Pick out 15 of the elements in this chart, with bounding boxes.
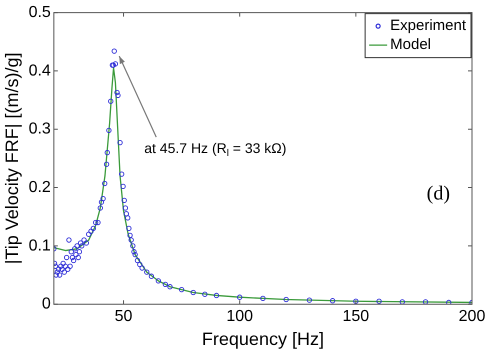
legend-label: Model xyxy=(390,36,431,54)
x-axis-title: Frequency [Hz] xyxy=(202,329,324,350)
x-tick-label: 50 xyxy=(114,308,133,326)
y-axis-title: |Tip Velocity FRF| [(m/s)/g] xyxy=(2,52,22,264)
y-tick-label: 0.3 xyxy=(28,120,51,138)
y-tick-label: 0.2 xyxy=(28,178,51,196)
y-tick-label: 0.5 xyxy=(28,4,51,22)
x-tick-label: 100 xyxy=(226,308,254,326)
x-tick-label: 150 xyxy=(342,308,370,326)
y-tick-label: 0 xyxy=(42,296,51,313)
y-tick-label: 0.4 xyxy=(28,62,51,80)
annotation: (d) xyxy=(426,182,450,204)
x-tick-label: 200 xyxy=(458,308,486,326)
legend-label: Experiment xyxy=(390,17,467,34)
y-tick-label: 0.1 xyxy=(28,237,51,254)
